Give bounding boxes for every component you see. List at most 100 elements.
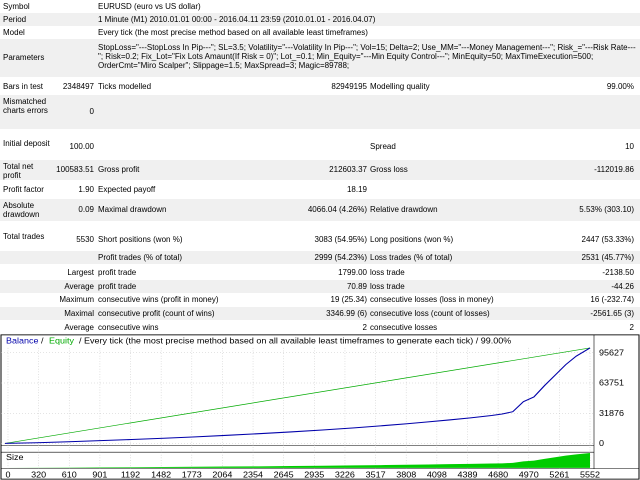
x-tick-label: 901 xyxy=(92,470,107,479)
row-bars: Bars in test 2348497 Ticks modelled 8294… xyxy=(0,80,640,93)
x-tick-label: 1192 xyxy=(121,470,141,479)
row-initial: Initial deposit 100.00 Spread 10 xyxy=(0,137,640,157)
chart-title: / Every tick (the most precise method ba… xyxy=(79,336,512,345)
x-ticks: 0 320 610 901 1192 1482 1773 2064 2354 2645 2935 32… xyxy=(5,470,600,479)
x-tick-label: 4680 xyxy=(488,470,508,479)
row-maximal-loss-label: consecutive loss (count of losses) xyxy=(370,309,490,318)
row-period: Period 1 Minute (M1) 2010.01.01 00:00 - … xyxy=(0,13,640,26)
volume-bars xyxy=(5,453,590,468)
chart-grid xyxy=(1,347,594,469)
x-tick-label: 2354 xyxy=(243,470,263,479)
average-loss-value: -44.26 xyxy=(611,282,634,291)
expected-payoff-value: 18.19 xyxy=(346,185,367,194)
abs-drawdown-value: 0.09 xyxy=(78,205,94,214)
x-tick-label: 4970 xyxy=(519,470,539,479)
x-tick-label: 5552 xyxy=(580,470,600,479)
y-tick-label: 0 xyxy=(599,439,604,448)
row-avg-consec: Average consecutive wins 2 consecutive loss… xyxy=(0,321,640,334)
row-avg-consec-loss-label: consecutive losses xyxy=(370,323,438,332)
y-ticks: 95627 63751 31876 0 xyxy=(599,348,624,448)
gross-profit-value: 212603.37 xyxy=(329,165,367,174)
quality-value: 99.00% xyxy=(606,82,634,91)
period-label: Period xyxy=(3,15,27,24)
x-tick-label: 3226 xyxy=(335,470,355,479)
max-consec-wins-value: 19 (25.34) xyxy=(330,295,367,304)
volume-area xyxy=(5,453,590,468)
total-trades-label: Total trades xyxy=(3,232,45,241)
row-avg-consec-profit-value: 2 xyxy=(362,323,367,332)
net-profit-value: 100583.51 xyxy=(56,165,94,174)
largest-loss-value: -2138.50 xyxy=(602,268,634,277)
expected-payoff-label: Expected payoff xyxy=(98,185,156,194)
row-maximal-profit-value: 3346.99 (6) xyxy=(326,309,367,318)
x-tick-label: 3517 xyxy=(366,470,386,479)
legend-sep: / xyxy=(41,336,44,345)
bars-label: Bars in test xyxy=(3,82,44,91)
y-tick-label: 31876 xyxy=(599,408,624,417)
x-tick-label: 610 xyxy=(62,470,77,479)
long-positions-value: 2447 (53.33%) xyxy=(581,235,634,244)
spread-label: Spread xyxy=(370,142,396,151)
row-maximal-label: Maximal xyxy=(64,309,94,318)
row-maximal-profit-label: consecutive profit (count of wins) xyxy=(98,309,215,318)
row-profit-factor: Profit factor 1.90 Expected payoff 18.19 xyxy=(0,183,640,196)
x-tick-label: 2645 xyxy=(274,470,294,479)
x-tick-label: 3808 xyxy=(396,470,416,479)
largest-label: Largest xyxy=(67,268,94,277)
x-tick-label: 4389 xyxy=(457,470,477,479)
profit-trades-label: Profit trades (% of total) xyxy=(98,253,183,262)
largest-profit-label: profit trade xyxy=(98,268,137,277)
loss-trades-value: 2531 (45.77%) xyxy=(581,253,634,262)
rel-drawdown-label: Relative drawdown xyxy=(370,205,438,214)
row-net-profit: Total net profit 100583.51 Gross profit … xyxy=(0,160,640,180)
period-value: 1 Minute (M1) 2010.01.01 00:00 - 2016.04… xyxy=(98,15,376,24)
mismatched-label: Mismatched charts errors xyxy=(3,97,48,115)
row-maximal-loss-value: -2561.65 (3) xyxy=(590,309,634,318)
legend-equity: Equity xyxy=(49,336,75,345)
profit-trades-value: 2999 (54.23%) xyxy=(314,253,367,262)
gross-loss-label: Gross loss xyxy=(370,165,408,174)
max-consec-wins-label: consecutive wins (profit in money) xyxy=(98,295,219,304)
average-profit-value: 70.89 xyxy=(346,282,367,291)
profit-factor-value: 1.90 xyxy=(78,185,94,194)
row-mismatched: Mismatched charts errors 0 xyxy=(0,95,640,129)
x-tick-label: 4098 xyxy=(427,470,447,479)
equity-line xyxy=(4,347,591,444)
parameters-label: Parameters xyxy=(3,53,45,62)
row-drawdown: Absolute drawdown 0.09 Maximal drawdown … xyxy=(0,199,640,221)
row-largest: Largest profit trade 1799.00 loss trade … xyxy=(0,266,640,279)
symbol-value: EURUSD (euro vs US dollar) xyxy=(98,2,201,11)
row-profit-trades: Profit trades (% of total) 2999 (54.23%)… xyxy=(0,251,640,264)
mismatched-value: 0 xyxy=(89,107,94,116)
short-positions-value: 3083 (54.95%) xyxy=(314,235,367,244)
x-tick-label: 5261 xyxy=(549,470,569,479)
legend-balance: Balance xyxy=(6,336,39,345)
average-loss-label: loss trade xyxy=(370,282,405,291)
ticks-label: Ticks modelled xyxy=(98,82,152,91)
row-avg-consec-label: Average xyxy=(64,323,94,332)
average-label: Average xyxy=(64,282,94,291)
max-consec-losses-label: consecutive losses (loss in money) xyxy=(370,295,494,304)
y-tick-label: 95627 xyxy=(599,348,624,357)
bars-value: 2348497 xyxy=(62,82,94,91)
initial-value: 100.00 xyxy=(69,142,94,151)
x-tick-label: 0 xyxy=(5,470,10,479)
row-avg-consec-loss-value: 2 xyxy=(629,323,634,332)
volume-label: Size xyxy=(6,453,24,462)
row-symbol: Symbol EURUSD (euro vs US dollar) xyxy=(0,0,640,13)
row-maximum: Maximum consecutive wins (profit in mone… xyxy=(0,293,640,306)
balance-line xyxy=(4,347,591,444)
short-positions-label: Short positions (won %) xyxy=(98,235,183,244)
net-profit-label: Total net profit xyxy=(3,162,34,180)
long-positions-label: Long positions (won %) xyxy=(370,235,454,244)
largest-loss-label: loss trade xyxy=(370,268,405,277)
profit-factor-label: Profit factor xyxy=(3,185,44,194)
rel-drawdown-value: 5.53% (303.10) xyxy=(579,205,634,214)
row-average: Average profit trade 70.89 loss trade -4… xyxy=(0,280,640,293)
x-tick-label: 2935 xyxy=(304,470,324,479)
y-tick-label: 63751 xyxy=(599,378,624,387)
balance-chart: Balance / Equity / Every tick (the most … xyxy=(0,334,640,480)
gross-loss-value: -112019.86 xyxy=(594,165,634,174)
max-consec-losses-value: 16 (-232.74) xyxy=(590,295,634,304)
max-drawdown-value: 4066.04 (4.26%) xyxy=(307,205,367,214)
